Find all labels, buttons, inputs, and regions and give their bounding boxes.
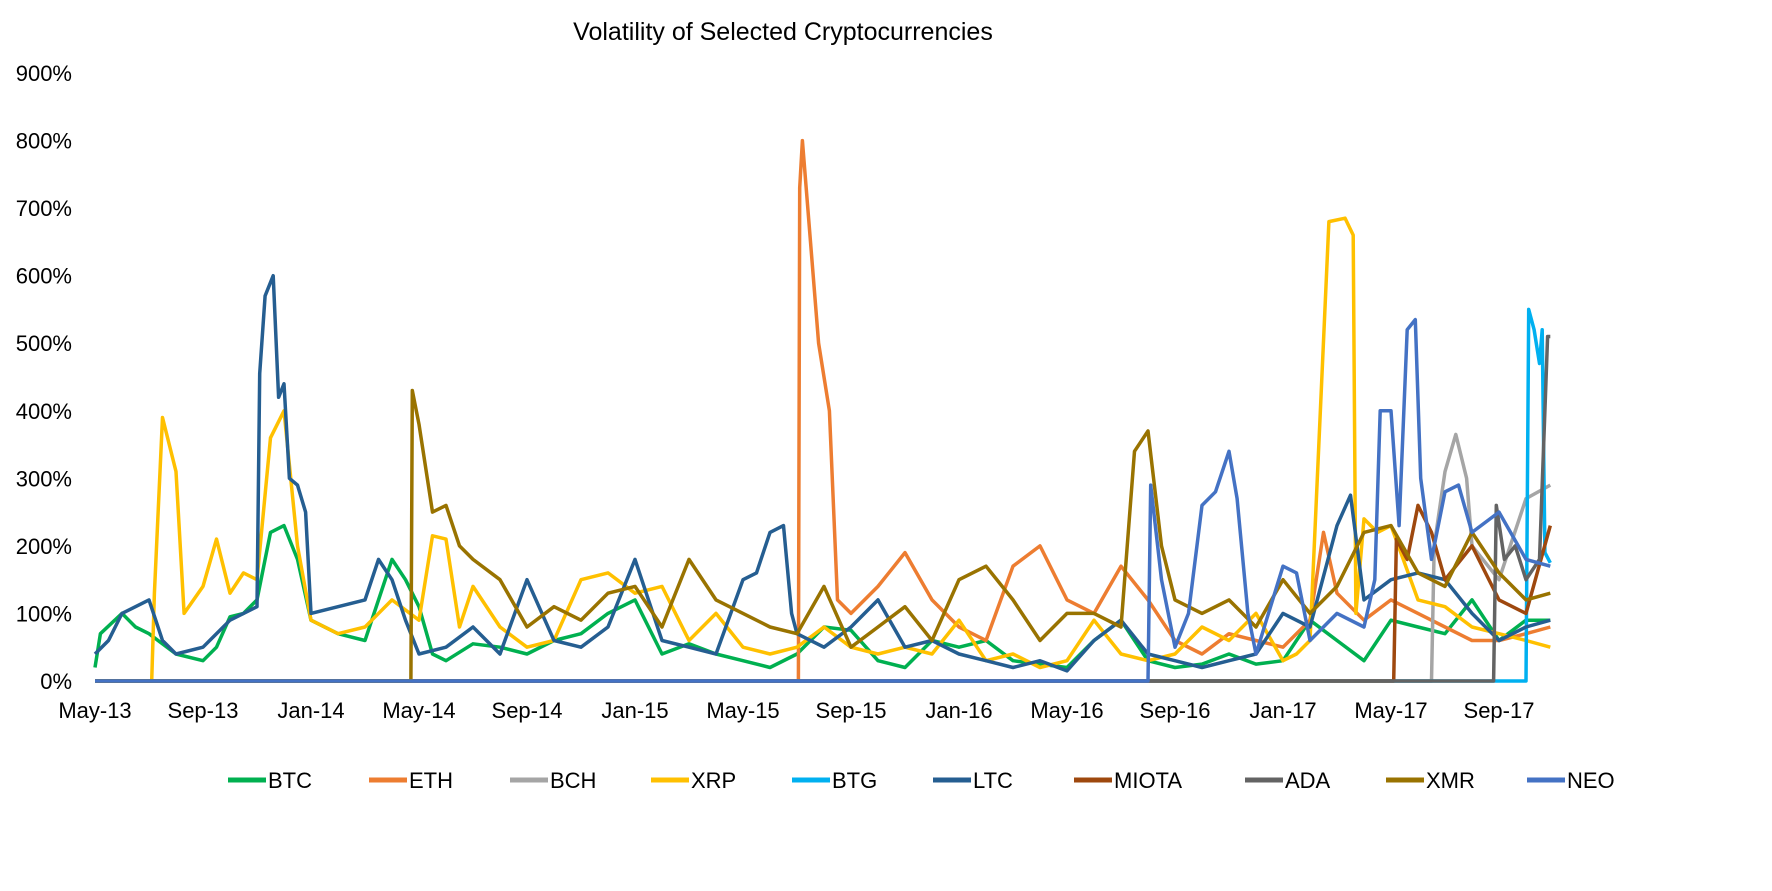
x-tick-label: Jan-15 [601,698,668,723]
y-tick-label: 200% [16,534,72,559]
y-tick-label: 800% [16,129,72,154]
y-tick-label: 100% [16,601,72,626]
y-tick-label: 500% [16,331,72,356]
legend-label: LTC [973,768,1013,793]
x-axis-ticks: May-13 Sep-13 Jan-14 May-14 Sep-14 Jan-15 May-… [58,698,1534,723]
legend-item-btc: BTC [228,768,312,793]
series-line-neo [95,317,1551,683]
legend-label: XMR [1426,768,1475,793]
legend-label: BCH [550,768,596,793]
series-line-ada [95,334,1551,683]
y-tick-label: 700% [16,196,72,221]
x-tick-label: May-17 [1354,698,1427,723]
legend-item-neo: NEO [1527,768,1615,793]
x-tick-label: Sep-17 [1464,698,1535,723]
legend-item-bch: BCH [510,768,596,793]
x-tick-label: May-14 [382,698,455,723]
y-tick-label: 0% [40,669,72,694]
y-tick-label: 600% [16,264,72,289]
x-tick-label: Jan-17 [1249,698,1316,723]
legend-label: MIOTA [1114,768,1182,793]
x-tick-label: Sep-15 [816,698,887,723]
x-tick-label: Jan-16 [925,698,992,723]
y-axis-ticks: 0% 100% 200% 300% 400% 500% 600% 700% 800% 900% [16,61,72,694]
y-tick-label: 400% [16,399,72,424]
x-tick-label: May-15 [706,698,779,723]
legend-item-ltc: LTC [933,768,1013,793]
series-line-btg [95,307,1552,683]
series-line-ltc [93,273,1551,673]
series-line-xrp [95,216,1551,683]
series-lines [93,138,1552,683]
legend: BTC ETH BCH XRP BTG LTC MIOTA ADA XMR NEO [228,768,1615,793]
legend-item-miota: MIOTA [1074,768,1182,793]
chart-title: Volatility of Selected Cryptocurrencies [573,18,993,46]
x-tick-label: Sep-14 [492,698,563,723]
legend-label: ADA [1285,768,1331,793]
legend-label: ETH [409,768,453,793]
x-tick-label: Sep-16 [1140,698,1211,723]
x-tick-label: Jan-14 [277,698,344,723]
legend-item-ada: ADA [1245,768,1331,793]
x-tick-label: May-13 [58,698,131,723]
legend-label: XRP [691,768,736,793]
series-line-xmr [95,388,1551,683]
legend-label: BTG [832,768,877,793]
series-line-miota [95,503,1552,683]
series-line-bch [95,432,1552,683]
legend-item-xrp: XRP [651,768,736,793]
legend-item-eth: ETH [369,768,453,793]
x-tick-label: Sep-13 [168,698,239,723]
x-tick-label: May-16 [1030,698,1103,723]
legend-item-xmr: XMR [1386,768,1475,793]
y-tick-label: 300% [16,466,72,491]
y-tick-label: 900% [16,61,72,86]
legend-label: BTC [268,768,312,793]
legend-label: NEO [1567,768,1615,793]
legend-item-btg: BTG [792,768,877,793]
